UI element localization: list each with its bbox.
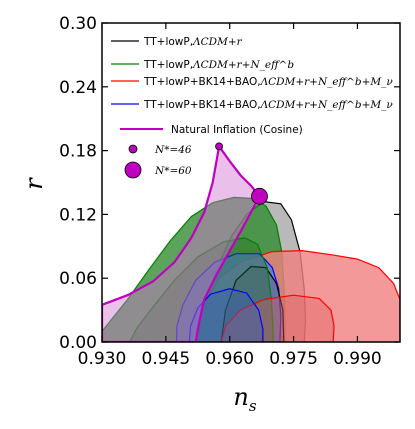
y-axis-label: r [20, 177, 48, 190]
y-tick-label: 0.00 [59, 333, 97, 353]
contour-68-series-1 [129, 237, 274, 342]
x-tick-label: 0.930 [78, 349, 127, 369]
legend-label-n60: N*=60 [154, 165, 192, 177]
x-tick-label: 0.975 [269, 349, 318, 369]
legend-label-n46: N*=46 [154, 144, 192, 156]
theory-region [102, 143, 261, 342]
tick-layer: 0.930 0.945 0.960 0.975 0.990 0.00 0.06 0.12 0.1… [59, 14, 400, 369]
y-tick-label: 0.12 [59, 205, 97, 225]
legend-label-theory: Natural Inflation (Cosine) [171, 124, 303, 136]
legend-label-green: TT+lowP,ΛCDM+r+N_eff^b [143, 59, 294, 71]
y-tick-label: 0.18 [59, 142, 97, 162]
contour-68-series-3 [188, 288, 264, 342]
legend-marker-small [128, 144, 138, 154]
y-tick-label: 0.30 [59, 14, 97, 34]
legend-label-black: TT+lowP,ΛCDM+r [143, 36, 243, 48]
x-tick-label: 0.945 [142, 349, 191, 369]
theory-point-1 [251, 187, 268, 205]
legend-label-red: TT+lowP+BK14+BAO,ΛCDM+r+N_eff^b+M_ν [143, 76, 393, 88]
legend-marker-large [124, 161, 142, 179]
x-tick-label: 0.990 [333, 349, 382, 369]
legend-label-blue: TT+lowP+BK14+BAO,ΛCDM+r+N_eff^b+M_ν [143, 99, 393, 111]
contour-68-series-2 [220, 294, 335, 342]
legend: TT+lowP,ΛCDM+r TT+lowP,ΛCDM+r+N_eff^b TT… [111, 36, 393, 179]
y-tick-label: 0.06 [59, 269, 97, 289]
y-tick-label: 0.24 [59, 78, 97, 98]
theory-layer [102, 142, 268, 342]
contour-layer [102, 196, 400, 342]
x-tick-label: 0.960 [205, 349, 254, 369]
x-axis-label: ns [233, 383, 256, 415]
theory-point-0 [215, 142, 223, 151]
plot-frame [101, 22, 401, 343]
